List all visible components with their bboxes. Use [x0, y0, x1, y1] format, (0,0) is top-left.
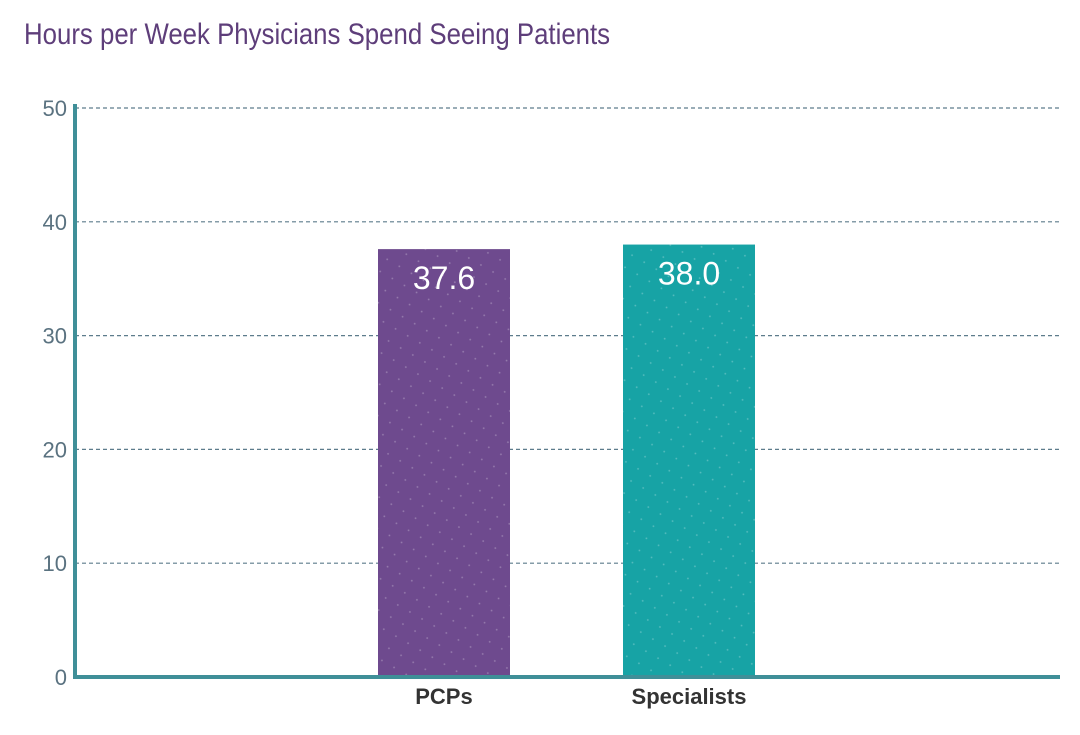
chart-title: Hours per Week Physicians Spend Seeing P… — [24, 18, 611, 51]
bar-texture-pcps — [378, 249, 510, 677]
labels: 37.6 PCPs 38.0 Specialists — [413, 256, 747, 709]
bar-value-label: 37.6 — [413, 260, 475, 296]
y-tick-label: 50 — [43, 96, 67, 121]
bar-texture-specialists — [623, 244, 755, 677]
y-tick-label: 30 — [43, 324, 67, 349]
x-category-label: Specialists — [632, 684, 747, 709]
y-tick-label: 40 — [43, 210, 67, 235]
y-axis-ticks: 0 10 20 30 40 50 — [43, 96, 67, 690]
y-tick-label: 10 — [43, 551, 67, 576]
bars — [378, 244, 755, 677]
gridlines — [75, 107, 1060, 564]
bar-value-label: 38.0 — [658, 256, 720, 292]
axes — [73, 104, 1060, 679]
x-category-label: PCPs — [415, 684, 472, 709]
y-tick-label: 20 — [43, 437, 67, 462]
y-tick-label: 0 — [55, 665, 67, 690]
